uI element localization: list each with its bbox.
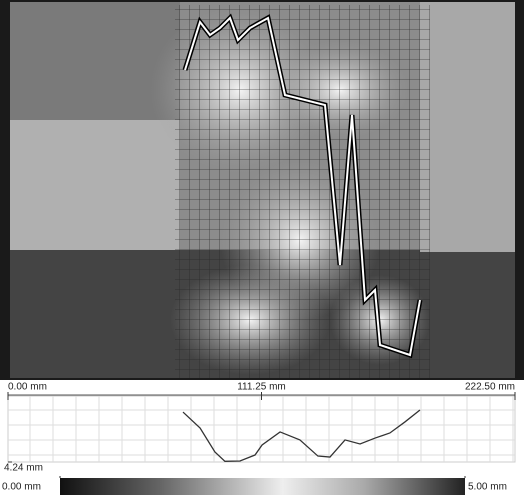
colorbar <box>60 478 465 495</box>
surface-image <box>0 0 524 380</box>
x-tick-label: 0.00 mm <box>8 382 47 393</box>
y-tick-label: 4.24 mm <box>4 463 43 474</box>
x-tick-label: 111.25 mm <box>237 382 286 393</box>
profile-panel <box>8 396 515 462</box>
x-tick-label: 222.50 mm <box>465 382 515 393</box>
colorbar-label: 5.00 mm <box>468 482 507 493</box>
colorbar-label: 0.00 mm <box>2 482 41 493</box>
screen: 0.00 mm 111.25 mm 222.50 mm 4.24 mm 0.00 mm 5… <box>0 0 524 497</box>
viewer: 0.00 mm 111.25 mm 222.50 mm 4.24 mm 0.00 mm 5… <box>0 0 524 497</box>
